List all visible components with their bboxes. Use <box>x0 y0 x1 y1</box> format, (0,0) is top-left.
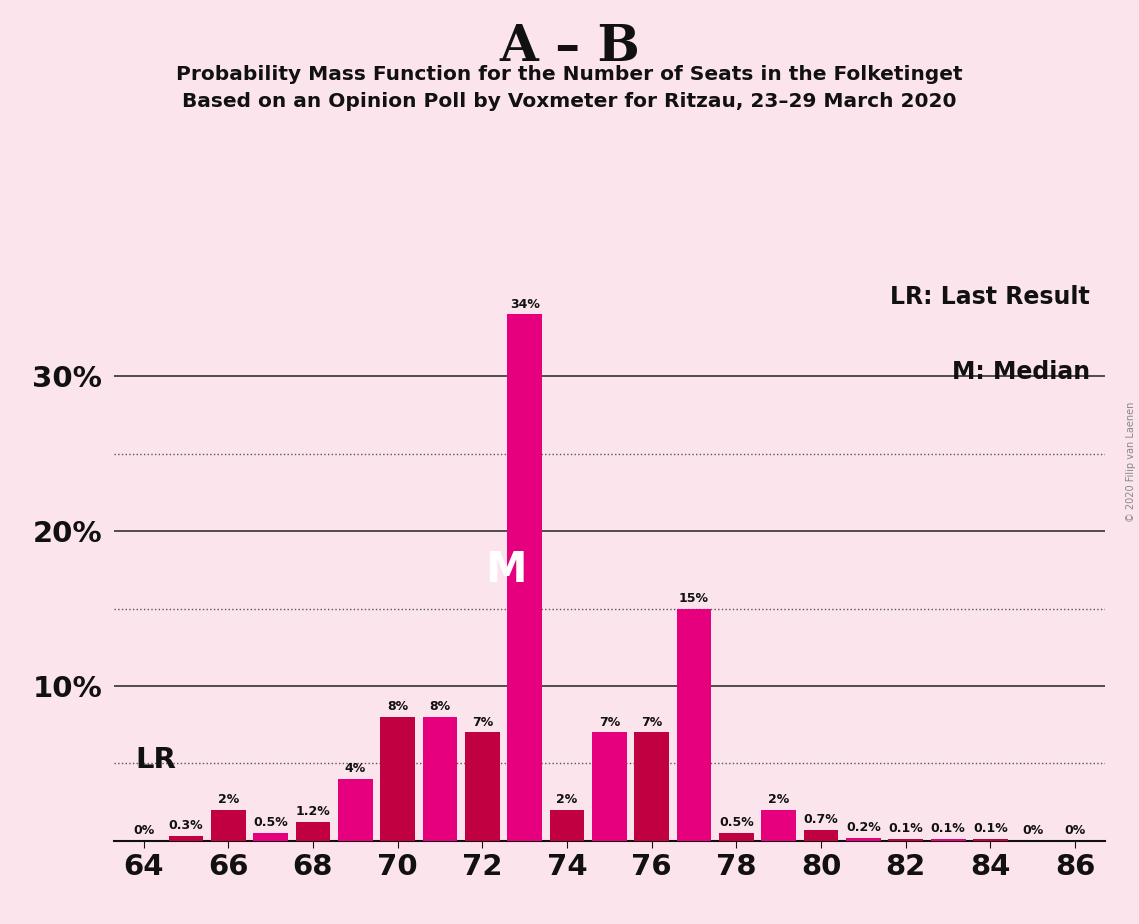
Text: © 2020 Filip van Laenen: © 2020 Filip van Laenen <box>1126 402 1136 522</box>
Text: 0%: 0% <box>133 824 154 837</box>
Bar <box>380 717 415 841</box>
Text: 0.5%: 0.5% <box>253 816 288 829</box>
Text: 0%: 0% <box>1022 824 1043 837</box>
Text: 2%: 2% <box>218 793 239 806</box>
Text: 1.2%: 1.2% <box>295 806 330 819</box>
Text: 4%: 4% <box>345 762 366 775</box>
Text: M: Median: M: Median <box>952 359 1090 383</box>
Text: 8%: 8% <box>387 700 408 713</box>
Text: 0.1%: 0.1% <box>888 822 924 835</box>
Bar <box>634 733 669 841</box>
Bar <box>931 839 966 841</box>
Text: 8%: 8% <box>429 700 451 713</box>
Bar <box>253 833 288 841</box>
Bar <box>338 779 372 841</box>
Bar <box>677 609 712 841</box>
Bar <box>761 809 796 841</box>
Text: 0.1%: 0.1% <box>931 822 966 835</box>
Bar <box>211 809 246 841</box>
Bar <box>719 833 754 841</box>
Bar <box>507 314 542 841</box>
Text: 0.7%: 0.7% <box>804 813 838 826</box>
Text: 0.5%: 0.5% <box>719 816 754 829</box>
Text: Probability Mass Function for the Number of Seats in the Folketinget: Probability Mass Function for the Number… <box>177 65 962 84</box>
Text: 2%: 2% <box>768 793 789 806</box>
Text: Based on an Opinion Poll by Voxmeter for Ritzau, 23–29 March 2020: Based on an Opinion Poll by Voxmeter for… <box>182 92 957 112</box>
Text: 0%: 0% <box>1065 824 1085 837</box>
Text: 7%: 7% <box>472 715 493 729</box>
Bar <box>592 733 626 841</box>
Text: 7%: 7% <box>641 715 663 729</box>
Bar <box>169 836 203 841</box>
Bar <box>973 839 1008 841</box>
Text: 34%: 34% <box>510 298 540 310</box>
Text: LR: Last Result: LR: Last Result <box>891 286 1090 310</box>
Bar <box>888 839 923 841</box>
Text: 0.2%: 0.2% <box>846 821 880 833</box>
Bar <box>423 717 458 841</box>
Text: 0.1%: 0.1% <box>973 822 1008 835</box>
Text: A – B: A – B <box>499 23 640 72</box>
Bar <box>295 822 330 841</box>
Bar <box>465 733 500 841</box>
Bar <box>550 809 584 841</box>
Text: 2%: 2% <box>556 793 577 806</box>
Text: 7%: 7% <box>599 715 620 729</box>
Text: 15%: 15% <box>679 591 710 604</box>
Text: M: M <box>485 549 526 590</box>
Text: 0.3%: 0.3% <box>169 820 203 833</box>
Bar <box>846 838 880 841</box>
Bar <box>804 830 838 841</box>
Text: LR: LR <box>136 747 175 774</box>
